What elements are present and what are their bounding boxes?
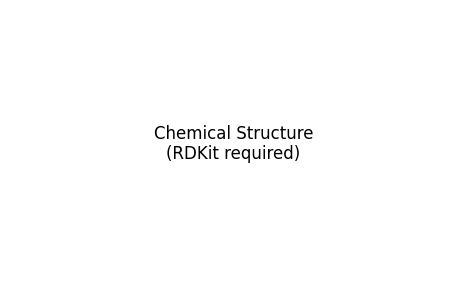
Text: Chemical Structure
(RDKit required): Chemical Structure (RDKit required) bbox=[154, 125, 313, 163]
